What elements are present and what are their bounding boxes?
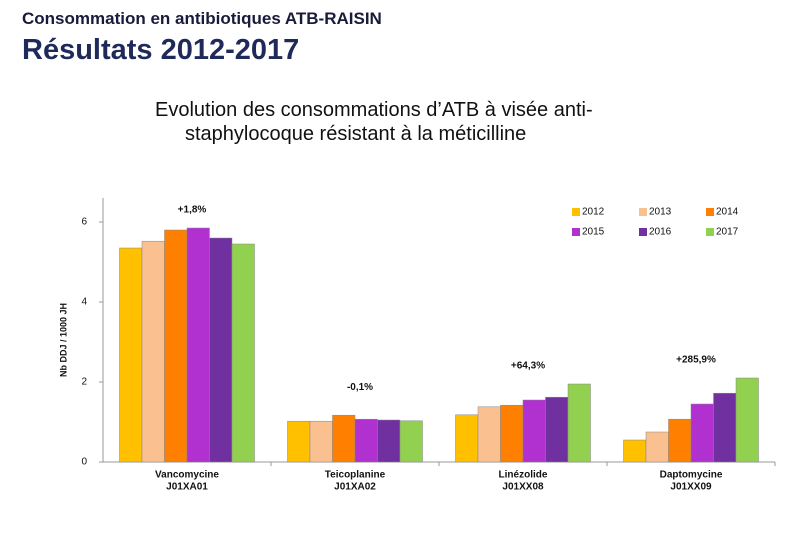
bar <box>309 420 333 463</box>
legend-swatch <box>572 228 580 236</box>
legend-swatch <box>572 208 580 216</box>
legend-label: 2012 <box>582 207 605 218</box>
bar <box>522 399 546 463</box>
bar <box>231 243 255 463</box>
x-tick-label: Vancomycine <box>155 470 219 481</box>
slide-title: Résultats 2012-2017 <box>22 34 300 66</box>
bar <box>477 406 501 463</box>
x-tick-code: J01XX08 <box>502 482 544 493</box>
slide-heading: Consommation en antibiotiques ATB-RAISIN <box>22 9 382 28</box>
legend-label: 2014 <box>716 207 739 218</box>
x-tick-label: Teicoplanine <box>325 470 386 481</box>
legend-label: 2015 <box>582 227 605 238</box>
title-line: staphylocoque résistant à la méticilline <box>185 123 527 145</box>
legend-swatch <box>706 228 714 236</box>
legend-label: 2016 <box>649 227 672 238</box>
x-tick-label: Linézolide <box>499 470 548 481</box>
bar <box>287 420 311 463</box>
y-tick-label: 6 <box>81 217 87 228</box>
bar <box>690 403 714 463</box>
annotation: +285,9% <box>676 355 716 366</box>
legend-swatch <box>639 208 647 216</box>
y-axis-label: Nb DDJ / 1000 JH <box>58 303 68 377</box>
bar <box>567 383 591 463</box>
bar <box>186 227 210 463</box>
annotation: -0,1% <box>347 382 373 393</box>
y-tick-label: 2 <box>81 377 87 388</box>
bar <box>209 237 233 463</box>
bar <box>623 439 647 463</box>
bar <box>455 414 479 463</box>
bar <box>500 404 524 463</box>
title-line: Evolution des consommations d’ATB à visé… <box>155 99 593 121</box>
annotation: +1,8% <box>178 205 207 216</box>
chart-title: Evolution des consommations d’ATB à visé… <box>155 98 593 146</box>
y-tick-label: 4 <box>81 297 87 308</box>
bar <box>332 414 356 463</box>
x-tick-code: J01XX09 <box>670 482 712 493</box>
bar <box>354 418 378 463</box>
bar <box>713 392 737 463</box>
bar <box>119 247 143 463</box>
legend-swatch <box>706 208 714 216</box>
bar <box>377 419 401 463</box>
annotation: +64,3% <box>511 361 545 372</box>
bar <box>668 418 692 463</box>
bar <box>735 377 759 463</box>
bar <box>141 240 165 463</box>
y-tick-label: 0 <box>81 457 87 468</box>
bar <box>545 396 569 463</box>
x-tick-label: Daptomycine <box>660 470 723 481</box>
legend-label: 2013 <box>649 207 672 218</box>
legend-swatch <box>639 228 647 236</box>
legend-label: 2017 <box>716 227 739 238</box>
bar <box>164 229 188 463</box>
x-tick-code: J01XA01 <box>166 482 208 493</box>
x-tick-code: J01XA02 <box>334 482 376 493</box>
bar <box>645 431 669 463</box>
bar <box>399 420 423 463</box>
